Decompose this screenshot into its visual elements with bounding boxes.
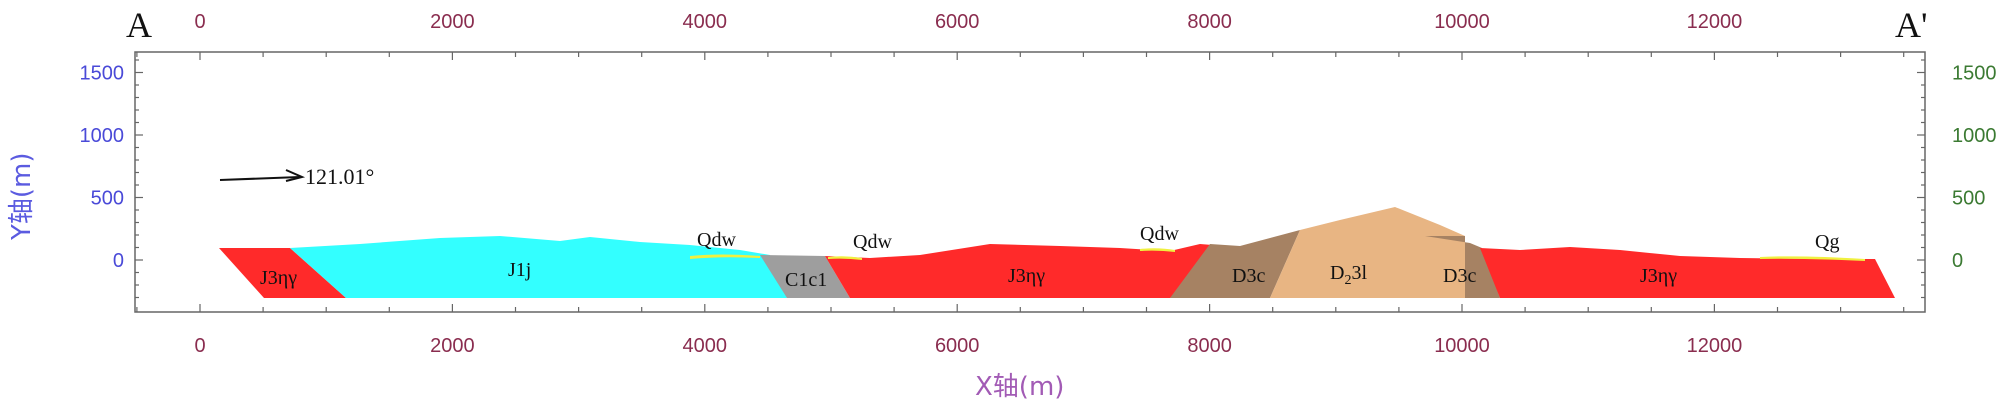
direction-arrow: 121.01° xyxy=(219,164,374,189)
unit-j3-left-polygon xyxy=(219,248,346,298)
x-axis-tick-label: 8000 xyxy=(1187,335,1232,357)
top-axis-tick-label: 0 xyxy=(194,11,205,33)
label-qg: Qg xyxy=(1815,231,1839,253)
right-axis-tick-label: 0 xyxy=(1952,250,1963,272)
y-axis-tick-label: 0 xyxy=(113,250,124,272)
label-qdw-1: Qdw xyxy=(697,229,736,251)
y-axis-tick-label: 1500 xyxy=(80,63,125,85)
x-axis-tick-label: 2000 xyxy=(430,335,475,357)
left-axis: 0 500 1000 1500 xyxy=(80,59,143,299)
right-axis: 0 500 1000 1500 xyxy=(1917,59,1997,299)
unit-qdw-2-strip xyxy=(828,256,862,260)
plot-frame xyxy=(134,51,1926,313)
label-d23l-tail: 3l xyxy=(1351,262,1367,284)
right-axis-tick-label: 500 xyxy=(1952,188,1985,210)
top-axis-tick-label: 2000 xyxy=(430,11,475,33)
unit-d3c-left-polygon xyxy=(1170,230,1300,298)
corner-label-a-prime: A' xyxy=(1895,5,1928,45)
top-axis-tick-label: 6000 xyxy=(935,11,980,33)
y-axis-tick-label: 1000 xyxy=(80,125,125,147)
bottom-axis: 0 2000 4000 6000 8000 10000 12000 xyxy=(136,304,1905,357)
right-axis-tick-label: 1000 xyxy=(1952,125,1997,147)
direction-arrow-label: 121.01° xyxy=(305,164,374,189)
label-d23l: D23l xyxy=(1330,262,1367,288)
top-axis-tick-label: 8000 xyxy=(1187,11,1232,33)
label-j3-mid: J3ηγ xyxy=(1008,265,1045,287)
unit-qg-strip xyxy=(1760,256,1865,261)
direction-arrow-head xyxy=(285,169,306,182)
label-j1j: J1j xyxy=(508,259,531,281)
label-d3c-left: D3c xyxy=(1232,265,1265,287)
unit-d3c-right-polygon xyxy=(1425,236,1500,298)
label-qdw-3: Qdw xyxy=(1140,223,1179,245)
y-axis-title: Y轴(m) xyxy=(7,153,37,242)
unit-j3-mid-polygon xyxy=(825,244,1225,298)
direction-arrow-shaft xyxy=(219,176,301,181)
right-axis-tick-label: 1500 xyxy=(1952,63,1997,85)
x-axis-tick-label: 0 xyxy=(194,335,205,357)
x-axis-tick-label: 12000 xyxy=(1687,335,1743,357)
label-j3-right: J3ηγ xyxy=(1640,265,1677,287)
unit-labels: J3ηγ J1j Qdw C1c1 Qdw J3ηγ Qdw D3c D23l … xyxy=(260,223,1839,291)
geological-units xyxy=(219,207,1895,298)
label-d23l-main: D xyxy=(1330,262,1344,284)
x-axis-tick-label: 10000 xyxy=(1434,335,1490,357)
top-axis-tick-label: 10000 xyxy=(1434,11,1490,33)
x-axis-tick-label: 6000 xyxy=(935,335,980,357)
top-axis-tick-label: 12000 xyxy=(1687,11,1743,33)
x-axis-title: X轴(m) xyxy=(975,372,1064,402)
corner-label-a: A xyxy=(126,5,152,45)
unit-qdw-1-strip xyxy=(690,254,760,259)
label-d3c-right: D3c xyxy=(1443,265,1476,287)
label-d23l-sub: 2 xyxy=(1344,273,1351,288)
label-c1c1: C1c1 xyxy=(785,269,827,291)
unit-d23l-polygon xyxy=(1270,207,1465,298)
unit-j1j-polygon xyxy=(290,236,787,298)
label-qdw-2: Qdw xyxy=(853,231,892,253)
top-axis: 0 2000 4000 6000 8000 10000 12000 xyxy=(136,11,1905,60)
y-axis-tick-label: 500 xyxy=(91,188,124,210)
x-axis-tick-label: 4000 xyxy=(683,335,728,357)
unit-j3-right-polygon xyxy=(1480,247,1895,298)
unit-qdw-3-strip xyxy=(1140,248,1175,252)
top-axis-tick-label: 4000 xyxy=(683,11,728,33)
unit-c1c1-polygon xyxy=(760,255,850,298)
label-j3-left: J3ηγ xyxy=(260,267,297,289)
